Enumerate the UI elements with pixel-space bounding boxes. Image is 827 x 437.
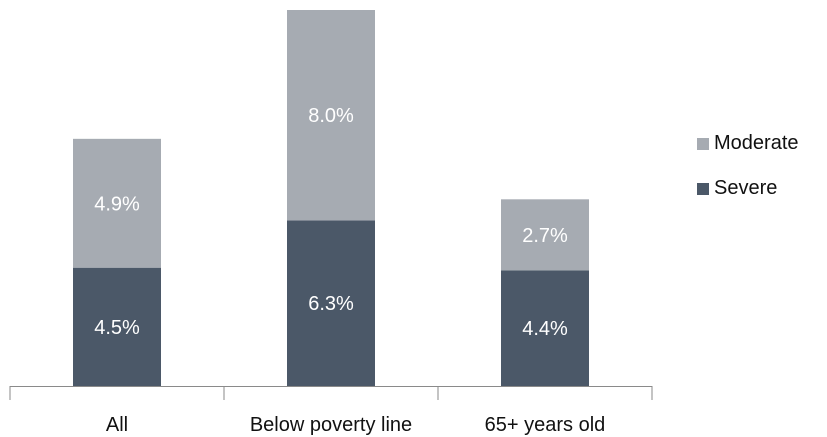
x-tick-label-all: All [106, 414, 128, 436]
bar-moderate-below-poverty-line [287, 10, 375, 221]
data-label-moderate-all: 4.9% [94, 193, 140, 215]
bar-labels-group: 4.5% 4.9% 6.3% 8.0% 4.4% 2.7% [94, 105, 568, 340]
legend-label-moderate: Moderate [714, 132, 799, 154]
bar-moderate-all [73, 138, 161, 268]
data-label-severe-65-years-old: 4.4% [522, 318, 568, 340]
data-label-severe-below-poverty-line: 6.3% [308, 293, 354, 315]
data-label-moderate-65-years-old: 2.7% [522, 225, 568, 247]
legend-swatch-severe [697, 183, 709, 195]
bar-severe-65-years-old [501, 270, 589, 386]
x-axis [9, 386, 653, 400]
data-label-severe-all: 4.5% [94, 317, 140, 339]
legend-swatch-moderate [697, 138, 709, 150]
bar-severe-all [73, 267, 161, 386]
x-tick-labels-group: All Below poverty line 65+ years old [106, 414, 605, 436]
data-label-moderate-below-poverty-line: 8.0% [308, 105, 354, 127]
bar-moderate-65-years-old [501, 199, 589, 271]
bar-severe-below-poverty-line [287, 220, 375, 386]
legend: Moderate Severe [697, 132, 799, 199]
bars-group [73, 10, 589, 386]
x-tick-label-below-poverty-line: Below poverty line [250, 414, 412, 436]
x-tick-label-65-years-old: 65+ years old [485, 414, 606, 436]
legend-label-severe: Severe [714, 177, 777, 199]
